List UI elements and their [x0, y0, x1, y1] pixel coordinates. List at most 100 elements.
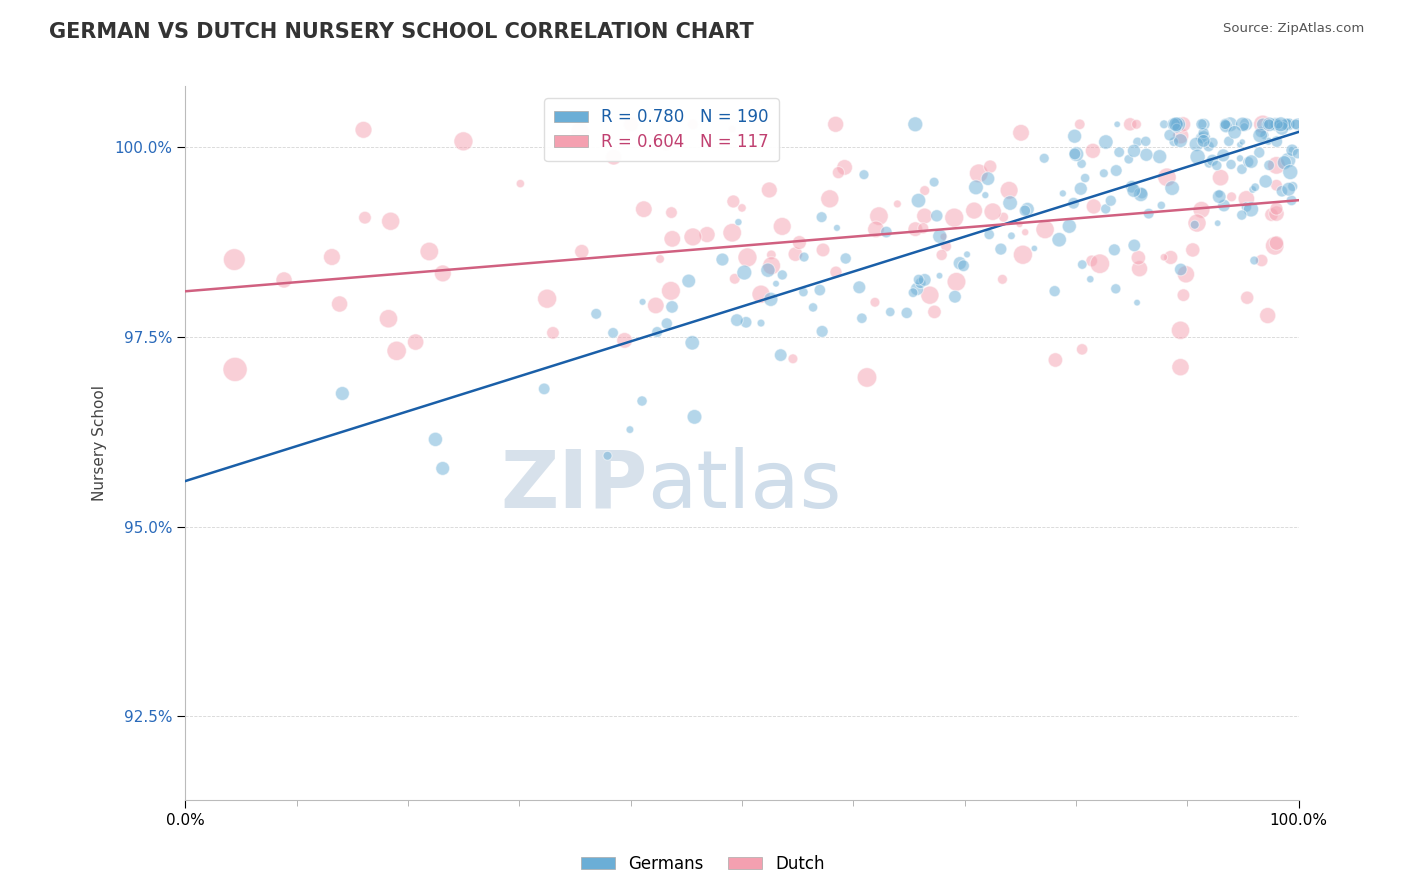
Point [1078, 272, 1101, 286]
Point [1170, 262, 1192, 277]
Point [1261, 117, 1284, 131]
Point [682, 230, 704, 244]
Point [792, 285, 814, 299]
Point [661, 300, 683, 314]
Point [1265, 178, 1288, 193]
Point [354, 211, 377, 225]
Point [727, 215, 749, 229]
Point [1264, 239, 1286, 253]
Point [724, 272, 747, 286]
Point [273, 273, 295, 287]
Point [725, 313, 748, 327]
Point [1192, 117, 1215, 131]
Y-axis label: Nursery School: Nursery School [93, 385, 107, 501]
Point [1159, 128, 1181, 142]
Point [1241, 182, 1264, 196]
Point [749, 316, 772, 330]
Point [631, 394, 654, 409]
Point [536, 292, 558, 306]
Point [1285, 117, 1308, 131]
Legend: Germans, Dutch: Germans, Dutch [575, 848, 831, 880]
Point [737, 251, 759, 265]
Point [914, 273, 936, 287]
Point [1250, 253, 1272, 268]
Point [1267, 117, 1289, 131]
Point [1192, 130, 1215, 145]
Point [956, 247, 979, 261]
Point [321, 250, 343, 264]
Point [1008, 217, 1031, 231]
Point [1123, 144, 1146, 158]
Point [1205, 159, 1227, 173]
Point [1270, 117, 1292, 131]
Point [723, 194, 745, 209]
Point [1201, 153, 1223, 168]
Point [1122, 184, 1144, 198]
Point [1229, 137, 1251, 152]
Point [1213, 117, 1236, 131]
Point [1163, 117, 1185, 131]
Point [1052, 186, 1074, 201]
Point [932, 229, 955, 244]
Point [756, 263, 779, 277]
Point [1069, 117, 1091, 131]
Point [1201, 136, 1223, 150]
Point [977, 171, 1000, 186]
Point [405, 334, 427, 349]
Point [998, 196, 1021, 211]
Point [1198, 156, 1220, 170]
Point [1081, 144, 1104, 158]
Point [1059, 219, 1081, 234]
Point [1286, 146, 1309, 161]
Point [1012, 248, 1035, 262]
Point [1185, 216, 1208, 230]
Point [1234, 192, 1257, 206]
Point [1250, 125, 1272, 139]
Point [1135, 134, 1157, 148]
Point [353, 123, 375, 137]
Point [1166, 121, 1188, 136]
Point [683, 409, 706, 424]
Point [1240, 202, 1263, 217]
Point [661, 205, 683, 219]
Point [1265, 158, 1288, 172]
Point [770, 219, 793, 234]
Point [789, 235, 811, 250]
Point [1251, 117, 1274, 131]
Point [1088, 257, 1111, 271]
Point [1128, 261, 1150, 276]
Point [1265, 206, 1288, 220]
Point [1215, 117, 1237, 131]
Point [1064, 147, 1087, 161]
Point [682, 117, 704, 131]
Point [733, 266, 755, 280]
Point [1125, 117, 1147, 131]
Point [1277, 117, 1299, 131]
Point [1234, 117, 1257, 131]
Point [1275, 117, 1298, 131]
Point [879, 305, 901, 319]
Point [681, 335, 703, 350]
Point [1137, 206, 1160, 220]
Point [1108, 145, 1130, 160]
Point [1264, 117, 1286, 131]
Point [661, 232, 683, 246]
Point [904, 117, 927, 131]
Point [912, 221, 935, 235]
Point [991, 272, 1014, 286]
Point [1249, 128, 1271, 143]
Point [425, 433, 447, 447]
Point [1185, 137, 1208, 152]
Point [380, 214, 402, 228]
Point [1230, 208, 1253, 222]
Point [863, 295, 886, 310]
Point [993, 210, 1015, 224]
Point [1170, 134, 1192, 148]
Point [769, 348, 792, 362]
Point [721, 122, 744, 136]
Point [1192, 126, 1215, 140]
Point [875, 225, 897, 239]
Point [810, 210, 832, 224]
Point [1244, 180, 1267, 194]
Point [928, 268, 950, 283]
